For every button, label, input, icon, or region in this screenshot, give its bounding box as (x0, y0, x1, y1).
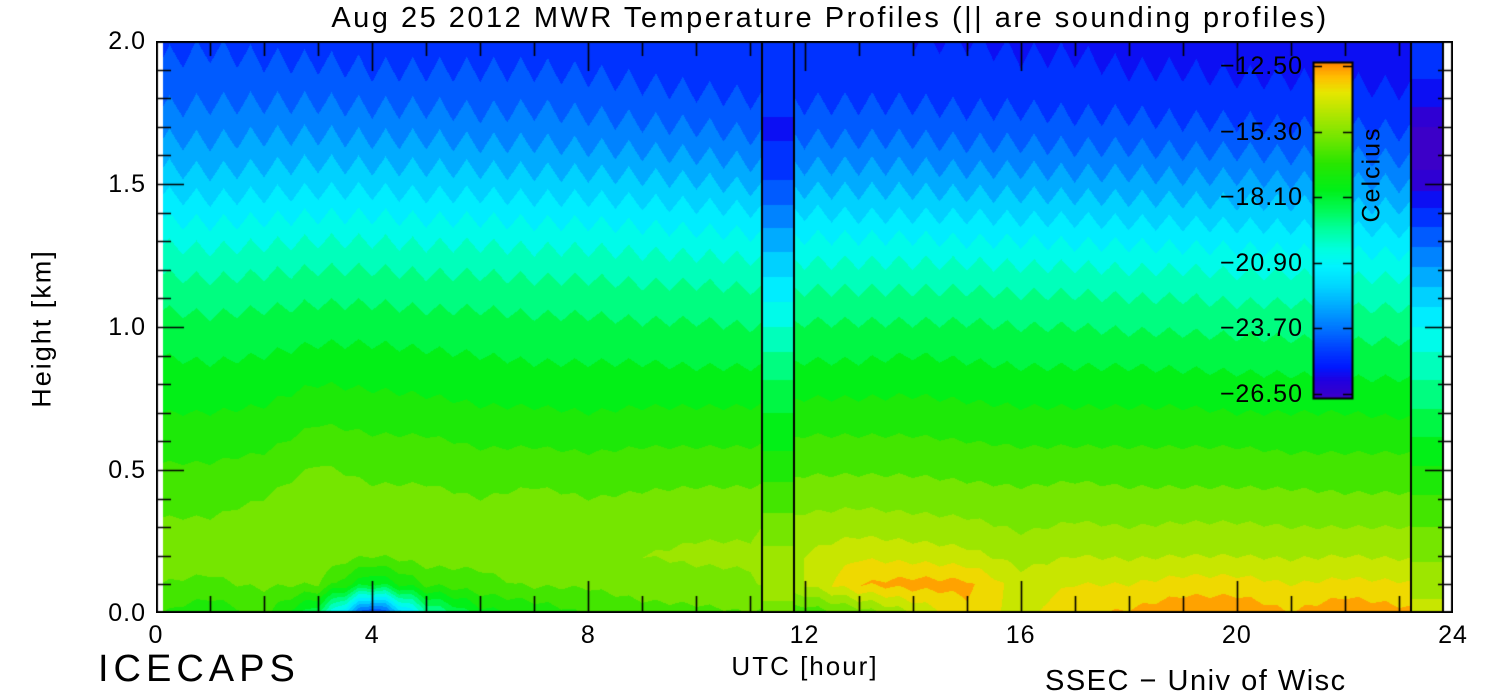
x-tick-label: 8 (580, 621, 596, 649)
chart-title: Aug 25 2012 MWR Temperature Profiles (||… (331, 2, 1329, 34)
y-tick-label: 1.5 (108, 170, 146, 198)
y-tick-label: 1.0 (108, 313, 146, 341)
y-tick-label: 0.5 (108, 456, 146, 484)
x-axis-title: UTC [hour] (731, 651, 879, 681)
y-tick-label: 2.0 (108, 27, 146, 55)
x-tick-label: 24 (1438, 621, 1468, 649)
x-tick-label: 4 (364, 621, 380, 649)
temperature-heatmap-canvas (156, 41, 1453, 613)
x-tick-label: 20 (1221, 621, 1252, 649)
project-credit: ICECAPS (98, 648, 300, 690)
x-tick-label: 16 (1005, 621, 1036, 649)
y-axis-title: Height [km] (26, 249, 57, 408)
y-tick-label: 0.0 (108, 599, 146, 627)
x-tick-label: 12 (789, 621, 820, 649)
institution-credit: SSEC − Univ of Wisc (1045, 665, 1347, 697)
x-tick-label: 0 (148, 621, 164, 649)
